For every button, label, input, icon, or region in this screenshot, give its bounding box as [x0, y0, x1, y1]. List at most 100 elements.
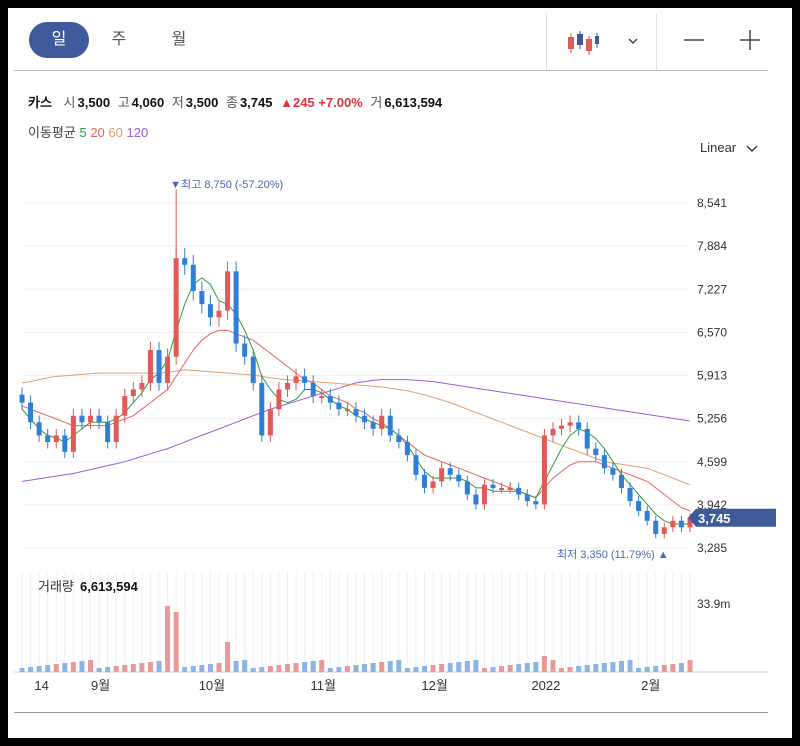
open-label: 시: [63, 95, 76, 110]
candle-body: [199, 291, 205, 305]
volume-bar: [88, 660, 94, 672]
scale-selector[interactable]: Linear: [700, 140, 758, 155]
stock-name: 카스: [28, 95, 52, 110]
volume-bar: [627, 660, 633, 672]
volume-bar: [644, 667, 650, 672]
candle-body: [45, 435, 51, 442]
candlestick-icon[interactable]: [566, 30, 600, 56]
candle-body: [422, 474, 428, 488]
y-tick-label: 5,913: [697, 369, 727, 383]
volume-bar: [541, 656, 547, 672]
volume-bar: [379, 662, 385, 672]
candle-body: [182, 258, 188, 265]
candle-body: [88, 415, 94, 423]
candle-body: [653, 520, 659, 534]
zoom-in-button[interactable]: [738, 28, 762, 52]
candle-body: [53, 435, 59, 442]
candle-body: [327, 396, 333, 403]
candle-body: [593, 448, 599, 456]
candle-body: [122, 396, 128, 416]
candle-body: [670, 520, 676, 528]
volume-bar: [267, 666, 273, 672]
volume-bar: [430, 665, 436, 672]
volume-bar: [242, 660, 248, 672]
y-tick-label: 8,541: [697, 196, 727, 210]
candle-body: [130, 389, 136, 397]
min-annotation: 최저 3,350 (11.79%) ▲: [557, 548, 669, 561]
moving-average-legend: 이동평균 5 20 60 120: [28, 122, 148, 141]
y-tick-label: 3,285: [697, 541, 727, 555]
x-tick-label: 10월: [199, 678, 225, 693]
volume-title: 거래량: [38, 579, 74, 594]
candle-body: [362, 415, 368, 423]
tab-monthly[interactable]: 월: [171, 31, 187, 48]
candle-body: [456, 474, 462, 482]
volume-bar: [516, 664, 522, 672]
chevron-down-icon[interactable]: [626, 34, 640, 48]
candle-body: [481, 484, 487, 505]
candle-body: [473, 494, 479, 505]
volume-bar: [353, 665, 359, 672]
zoom-out-button[interactable]: [682, 28, 706, 52]
candle-body: [62, 435, 68, 452]
volume-bar: [447, 663, 453, 672]
candle-body: [430, 481, 436, 488]
volume-bar: [79, 661, 85, 672]
y-tick-label: 3,942: [697, 498, 727, 512]
volume-bar: [216, 663, 222, 672]
volume-bar: [19, 668, 25, 672]
volume-bar: [344, 666, 350, 672]
candle-body: [242, 343, 248, 357]
candle-body: [216, 310, 222, 318]
volume-bar: [456, 662, 462, 672]
candle-body: [499, 487, 505, 490]
volume-bar: [53, 664, 59, 672]
change-value: ▲245 +7.00%: [280, 95, 363, 110]
volume-bar: [182, 667, 188, 672]
candle-body: [601, 455, 607, 469]
candle-body: [147, 350, 153, 383]
tab-weekly[interactable]: 주: [111, 31, 127, 48]
low-value: 3,500: [185, 95, 219, 110]
volume-bar: [439, 664, 445, 672]
ma5-line: [21, 277, 690, 525]
volume-bar: [636, 668, 642, 672]
ma-120: 120: [126, 125, 149, 140]
candle-body: [79, 415, 85, 423]
high-value: 4,060: [131, 95, 165, 110]
x-tick-label: 14: [34, 678, 48, 693]
volume-bar: [70, 662, 76, 672]
divider: [14, 70, 768, 71]
volume-bar: [225, 642, 231, 672]
volume-bar: [336, 667, 342, 672]
volume-bar: [576, 666, 582, 672]
volume-bar: [678, 663, 684, 672]
candle-body: [250, 356, 256, 383]
volume-label: 거: [370, 95, 383, 110]
volume-bar: [173, 612, 179, 672]
y-tick-label: 7,884: [697, 239, 727, 253]
volume-bar: [490, 667, 496, 672]
candle-body: [284, 382, 290, 390]
candle-body: [113, 415, 119, 442]
candle-body: [661, 527, 667, 534]
candle-body: [541, 435, 547, 505]
y-tick-label: 7,227: [697, 282, 727, 296]
candle-body: [387, 415, 393, 436]
candle-body: [627, 487, 633, 502]
close-label: 종: [225, 95, 238, 110]
tab-daily[interactable]: 일: [29, 22, 89, 58]
volume-bar: [524, 663, 530, 672]
candle-body: [507, 487, 513, 490]
candle-body: [636, 501, 642, 511]
current-price-label: 3,745: [698, 511, 731, 526]
volume-bar: [567, 667, 573, 672]
volume-bar: [653, 666, 659, 672]
period-tabs: 일 주 월: [29, 22, 209, 60]
ma-5: 5: [79, 125, 87, 140]
y-tick-label: 5,256: [697, 412, 727, 426]
candle-body: [439, 468, 445, 482]
max-annotation: ▼최고 8,750 (-57.20%): [170, 178, 283, 191]
volume-bar: [610, 662, 616, 672]
